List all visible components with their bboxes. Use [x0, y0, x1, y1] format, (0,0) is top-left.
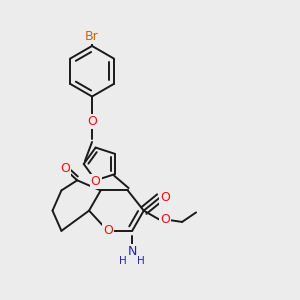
- Text: O: O: [160, 213, 170, 226]
- Text: O: O: [103, 224, 113, 237]
- Text: N: N: [128, 245, 137, 258]
- Text: O: O: [60, 162, 70, 175]
- Text: Br: Br: [85, 30, 99, 43]
- Text: H: H: [137, 256, 145, 266]
- Text: H: H: [119, 256, 127, 266]
- Text: O: O: [87, 115, 97, 128]
- Text: O: O: [160, 191, 170, 204]
- Text: O: O: [91, 176, 100, 188]
